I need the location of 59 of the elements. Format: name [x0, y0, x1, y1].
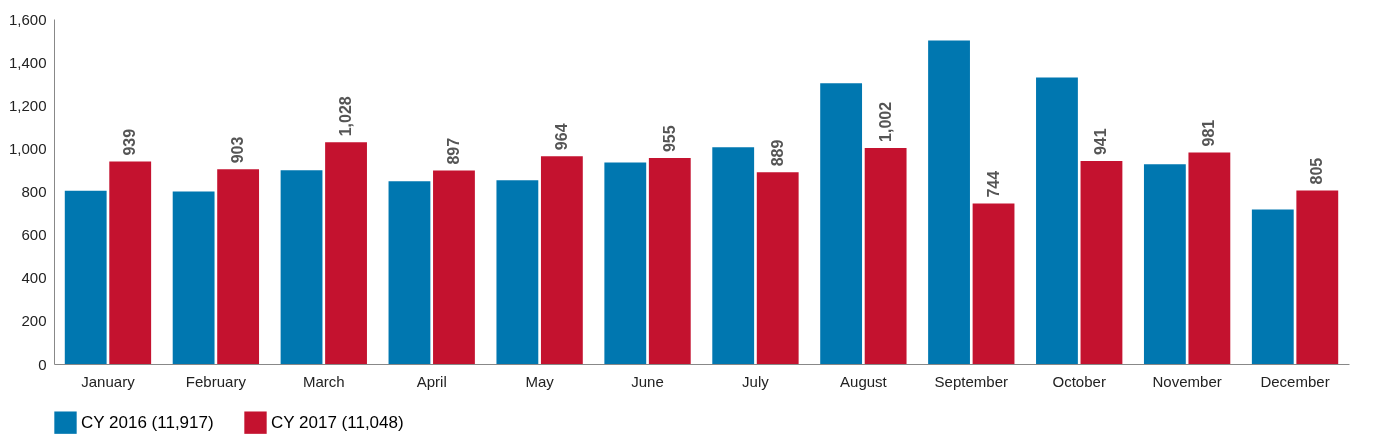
bar: [433, 170, 475, 364]
data-label: 939: [121, 128, 139, 156]
x-tick-label: August: [840, 372, 888, 390]
y-tick-label: 800: [21, 183, 47, 200]
x-tick-label: October: [1052, 372, 1106, 390]
bar: [864, 147, 907, 364]
bar: [172, 191, 215, 364]
bar: [109, 161, 152, 364]
bar: [1251, 209, 1294, 364]
bar: [756, 172, 799, 364]
y-tick-label: 600: [21, 226, 47, 244]
x-tick-label: January: [81, 372, 136, 390]
bar: [540, 156, 583, 364]
bar: [217, 169, 260, 364]
bar: [1143, 164, 1186, 364]
x-tick-label: July: [742, 372, 770, 390]
y-tick-label: 1,200: [8, 96, 47, 114]
data-label: 805: [1308, 157, 1326, 185]
x-tick-label: June: [631, 372, 664, 390]
data-label: 964: [552, 123, 570, 151]
legend-label: CY 2017 (11,048): [271, 412, 404, 432]
x-tick-label: November: [1152, 372, 1222, 390]
data-label: 744: [984, 170, 1002, 198]
data-label: 903: [229, 136, 247, 164]
bar: [1188, 152, 1231, 364]
data-label: 955: [660, 125, 678, 153]
y-tick-label: 1,000: [8, 139, 47, 157]
bar: [820, 83, 863, 364]
y-tick-label: 1,400: [8, 53, 47, 71]
x-tick-label: March: [302, 372, 345, 390]
y-tick-label: 0: [38, 355, 47, 373]
bar: [712, 147, 755, 364]
y-tick-label: 400: [21, 269, 47, 287]
bar: [1036, 77, 1078, 364]
x-tick-label: May: [525, 372, 555, 390]
bar: [496, 180, 539, 364]
bar: [648, 158, 691, 364]
bar: [388, 181, 431, 364]
bar: [972, 203, 1015, 364]
data-label: 941: [1092, 128, 1110, 156]
bar: [1080, 161, 1123, 364]
x-tick-label: February: [185, 372, 247, 390]
bar: [604, 162, 647, 364]
bar: [64, 190, 107, 364]
y-tick-label: 1,600: [8, 10, 47, 28]
bar: [280, 170, 323, 364]
legend-label: CY 2016 (11,917): [81, 412, 214, 432]
bar: [325, 142, 367, 364]
data-label: 1,002: [876, 101, 894, 142]
bar: [928, 40, 970, 364]
data-label: 897: [444, 137, 462, 165]
data-label: 981: [1200, 119, 1218, 147]
data-label: 889: [768, 139, 786, 167]
bar: [1296, 190, 1339, 364]
x-tick-label: December: [1260, 372, 1330, 390]
x-tick-label: April: [416, 372, 447, 390]
x-tick-label: September: [934, 372, 1008, 390]
data-label: 1,028: [337, 96, 355, 137]
y-tick-label: 200: [21, 312, 47, 330]
